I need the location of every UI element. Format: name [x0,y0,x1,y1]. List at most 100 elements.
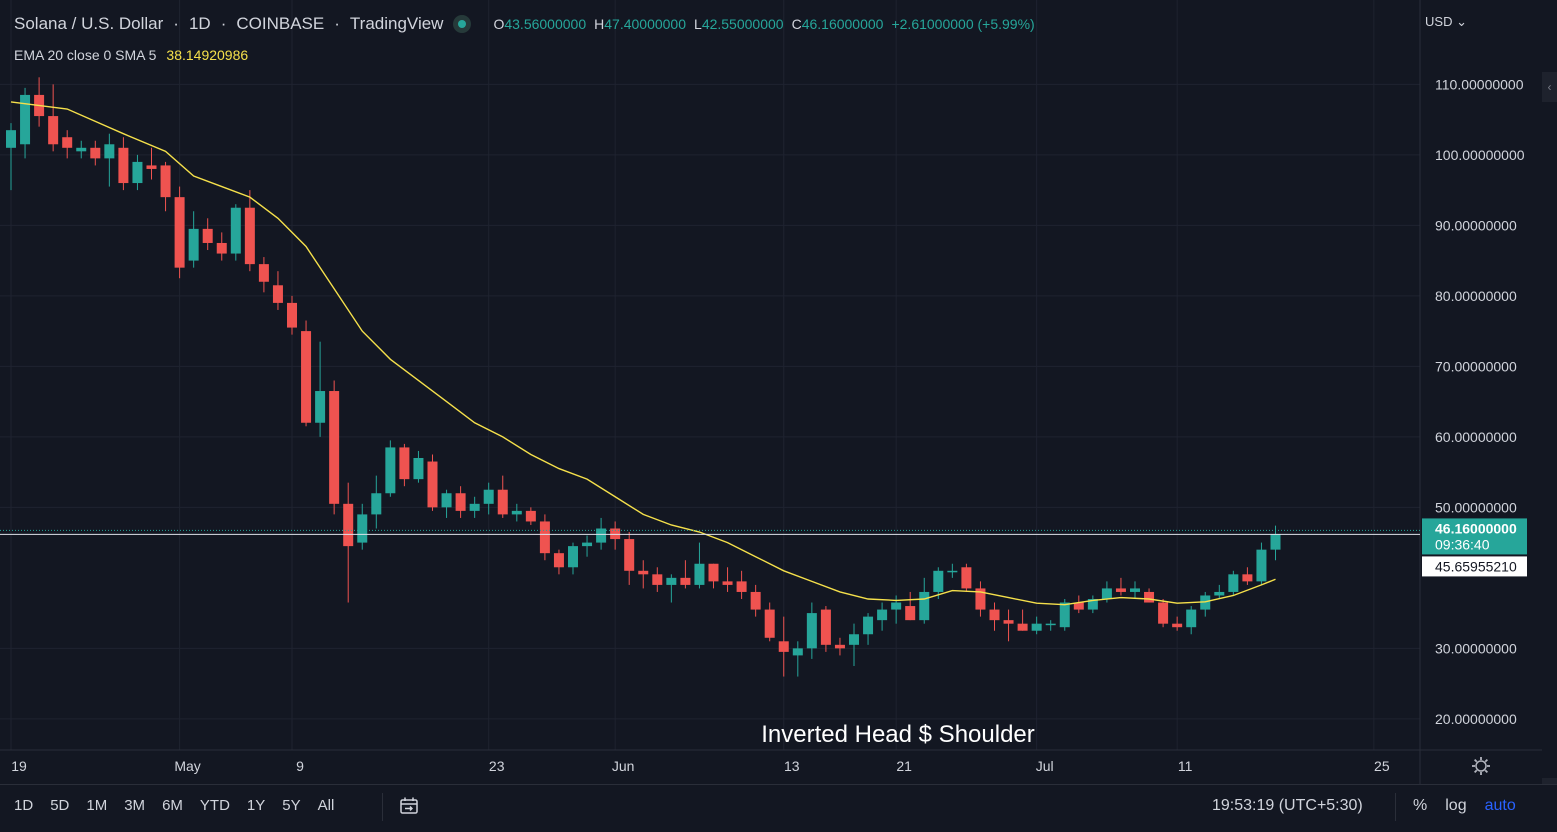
candle-body [582,543,592,547]
candle-body [231,208,241,254]
log-scale-button[interactable]: log [1445,797,1466,815]
candle-body [540,521,550,553]
candle-body [877,610,887,621]
candle-body [905,606,915,620]
y-tick-label: 80.00000000 [1435,288,1517,304]
ema-price-label: 45.65955210 [1435,558,1517,574]
x-tick-label: May [174,758,200,774]
y-tick-label: 30.00000000 [1435,640,1517,656]
candle-body [919,592,929,620]
currency-selector[interactable]: USD ⌄ [1425,14,1467,30]
candle-body [161,165,171,197]
range-button-1d[interactable]: 1D [14,797,33,814]
indicator-legend[interactable]: EMA 20 close 0 SMA 5 38.14920986 [14,47,248,63]
range-button-5d[interactable]: 5D [50,797,69,814]
candle-body [1004,620,1014,624]
candle-body [1018,624,1028,631]
percent-scale-button[interactable]: % [1413,797,1427,815]
range-button-1y[interactable]: 1Y [247,797,265,814]
high-value: 47.40000000 [604,16,686,32]
settings-gear-icon[interactable] [1472,757,1490,775]
candle-body [1186,610,1196,628]
countdown-label: 09:36:40 [1435,536,1490,552]
candle-body [723,581,733,585]
scroll-up-arrow-icon[interactable]: ‹ [1542,72,1557,102]
candle-body [1046,624,1056,626]
candle-body [484,490,494,504]
candle-body [1158,603,1168,624]
candle-body [666,578,676,585]
interval-label[interactable]: 1D [189,14,211,34]
candle-body [315,391,325,423]
indicator-value: 38.14920986 [166,47,248,63]
toolbar-divider [1395,793,1396,821]
candle-body [118,148,128,183]
candle-body [1271,534,1281,550]
x-tick-label: Jun [612,758,635,774]
candle-body [1228,574,1238,592]
candle-body [6,130,16,148]
candle-body [217,243,227,254]
market-status-icon[interactable] [453,15,471,33]
candle-body [76,148,86,152]
candle-body [428,462,438,508]
x-tick-label: 25 [1374,758,1390,774]
candle-body [175,197,185,268]
candle-body [1214,592,1224,596]
candle-body [526,511,536,522]
candle-body [891,603,901,610]
range-button-5y[interactable]: 5Y [282,797,300,814]
candle-body [1060,603,1070,628]
toolbar-divider [382,793,383,821]
candle-body [287,303,297,328]
candle-body [779,641,789,652]
x-tick-label: 13 [784,758,800,774]
candle-body [821,610,831,645]
candle-body [793,648,803,655]
go-to-date-icon[interactable] [398,795,420,817]
date-range-buttons: 1D 5D 1M 3M 6M YTD 1Y 5Y All [14,797,334,814]
candle-body [399,447,409,479]
candle-body [203,229,213,243]
range-button-1m[interactable]: 1M [86,797,107,814]
candle-body [343,504,353,546]
candle-body [413,458,423,479]
candle-body [1032,624,1042,631]
candle-body [863,617,873,635]
candle-body [765,610,775,638]
close-label: C [792,16,802,32]
range-button-ytd[interactable]: YTD [200,797,230,814]
symbol-name[interactable]: Solana / U.S. Dollar [14,14,163,34]
auto-scale-button[interactable]: auto [1485,797,1516,815]
candle-body [709,564,719,582]
candle-body [147,165,157,169]
candle-body [1130,588,1140,592]
candle-body [1102,588,1112,599]
candle-body [132,162,142,183]
legend-separator: · [221,14,227,34]
candle-body [371,493,381,514]
indicator-label: EMA 20 close 0 SMA 5 [14,47,156,63]
close-value: 46.16000000 [802,16,884,32]
candle-body [470,504,480,511]
symbol-legend: Solana / U.S. Dollar · 1D · COINBASE · T… [14,14,1035,34]
currency-label: USD [1425,14,1452,29]
candle-body [259,264,269,282]
range-button-3m[interactable]: 3M [124,797,145,814]
candle-body [456,493,466,511]
y-tick-label: 50.00000000 [1435,499,1517,515]
x-tick-label: 19 [11,758,27,774]
candlestick-chart[interactable]: 19 May 9 23 Jun 13 21 Jul 11 25 110.00000000 100.00… [0,0,1557,784]
candle-body [751,592,761,610]
range-button-all[interactable]: All [318,797,335,814]
high-label: H [594,16,604,32]
bottom-toolbar: 1D 5D 1M 3M 6M YTD 1Y 5Y All 19:53:19 (UTC+5:30)… [0,784,1557,832]
candle-body [1242,574,1252,581]
legend-separator: · [334,14,340,34]
candle-body [357,514,367,542]
range-button-6m[interactable]: 6M [162,797,183,814]
candle-body [329,391,339,504]
clock-timezone[interactable]: 19:53:19 (UTC+5:30) [1212,797,1363,815]
y-tick-label: 110.00000000 [1435,76,1524,92]
candle-body [737,581,747,592]
